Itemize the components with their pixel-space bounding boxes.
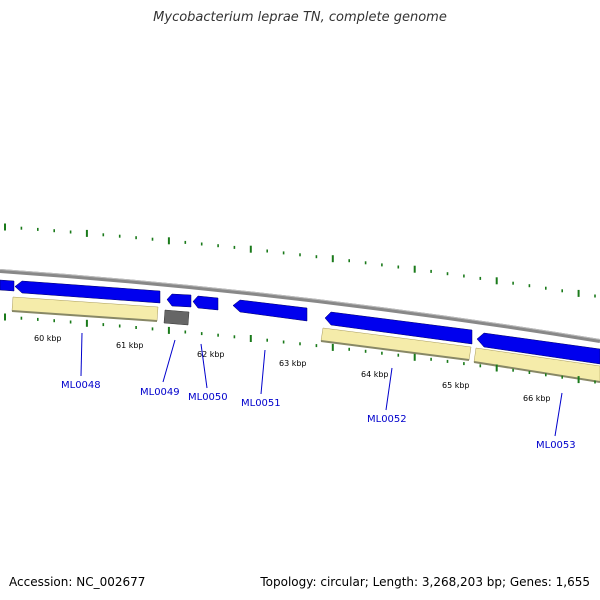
kbp-label: 60 kbp [34,334,62,343]
genome-stats-text: Topology: circular; Length: 3,268,203 bp… [260,575,590,589]
gene-arrow[interactable] [324,311,473,345]
gene-leader-lines [80,332,563,437]
kbp-label: 61 kbp [116,341,144,350]
genome-backbone [0,269,600,343]
kbp-label: 64 kbp [361,370,389,379]
gene-label[interactable]: ML0053 [536,440,576,451]
gene-arrow-row [0,279,600,365]
gene-arrow[interactable] [192,295,219,311]
gene-arrow[interactable] [14,280,161,304]
kbp-label: 65 kbp [442,381,470,390]
kbp-label-row: 60 kbp 61 kbp 62 kbp 63 kbp 64 kbp 65 kb… [34,334,551,403]
kbp-label: 63 kbp [279,359,307,368]
gene-label[interactable]: ML0051 [241,398,281,409]
gene-arrow[interactable] [476,332,600,365]
gene-label[interactable]: ML0052 [367,414,407,425]
gene-label[interactable]: ML0049 [140,387,180,398]
map-title: Mycobacterium leprae TN, complete genome [153,10,447,25]
kbp-label: 62 kbp [197,350,225,359]
kbp-label: 66 kbp [523,394,551,403]
gene-label[interactable]: ML0050 [188,392,228,403]
inner-tick-row [4,313,596,384]
outer-tick-row [4,223,596,298]
cds-band[interactable] [473,347,600,383]
gene-label[interactable]: ML0048 [61,380,101,391]
cds-band-row [11,296,600,383]
cds-band-other[interactable] [163,309,190,326]
gene-label-row: ML0048 ML0049 ML0050 ML0051 ML0052 ML005… [61,380,576,451]
gene-arrow[interactable] [0,279,15,292]
accession-text: Accession: NC_002677 [9,575,146,589]
gene-arrow[interactable] [166,293,192,308]
gene-arrow[interactable] [232,299,308,322]
